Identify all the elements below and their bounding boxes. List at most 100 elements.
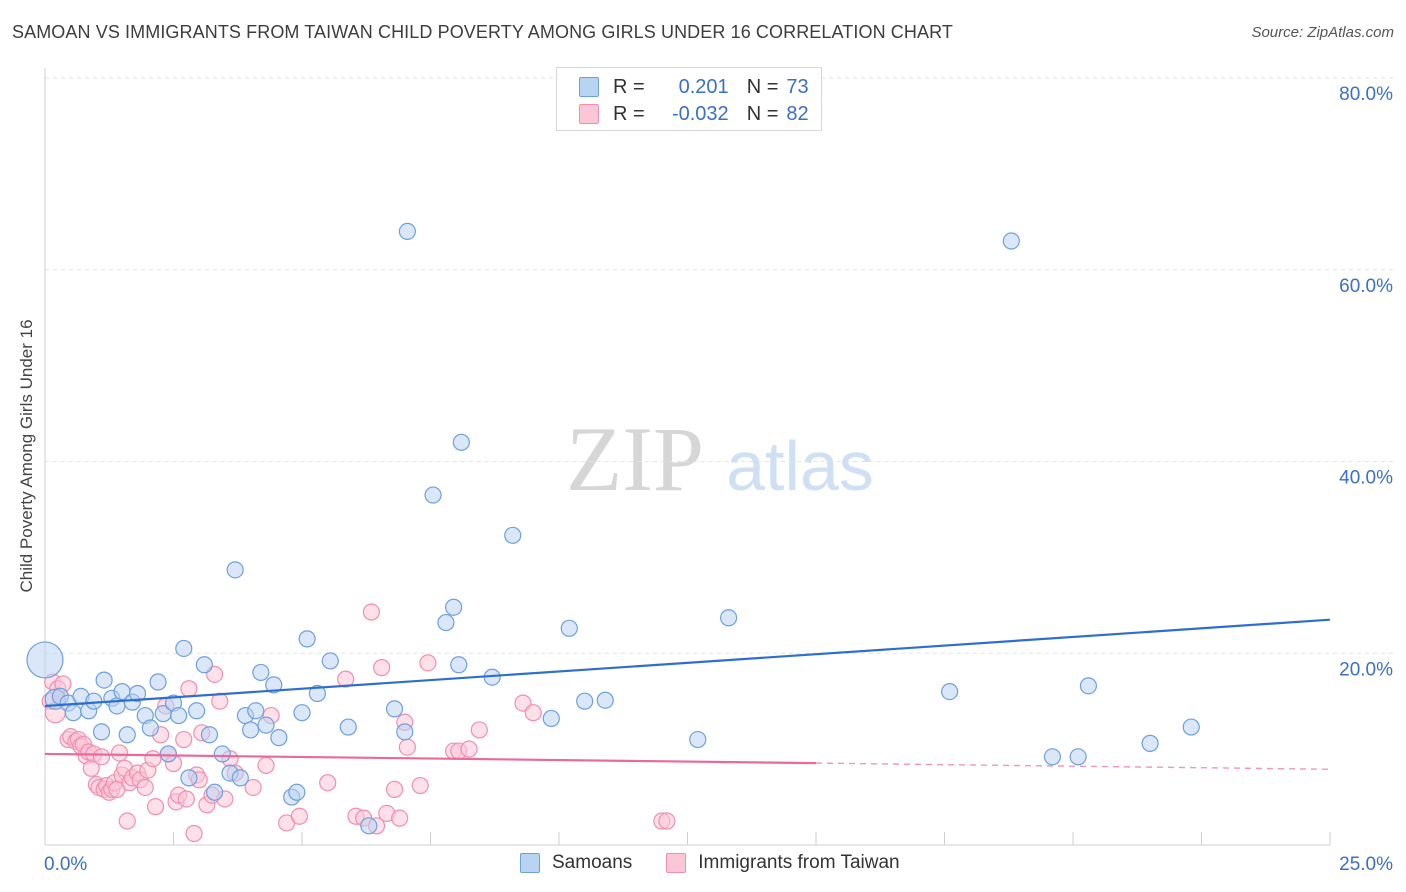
axes xyxy=(44,68,1331,846)
y-tick-label: 80.0% xyxy=(1339,84,1393,105)
data-point xyxy=(1079,677,1098,695)
data-point xyxy=(144,750,162,768)
data-point xyxy=(288,783,306,801)
trend-line-taiwan-extrapolated xyxy=(815,762,1331,770)
data-point xyxy=(1043,748,1062,766)
samoans-n-value: 73 xyxy=(786,75,809,98)
data-point xyxy=(242,721,260,739)
data-point xyxy=(450,656,468,674)
data-point xyxy=(398,738,416,756)
legend-row-samoans: R = 0.201 N = 73 xyxy=(579,74,809,100)
data-point xyxy=(247,702,265,720)
data-point xyxy=(180,680,198,698)
data-point xyxy=(1141,734,1159,752)
data-point xyxy=(424,486,442,504)
data-point xyxy=(136,778,154,797)
y-tick-label: 40.0% xyxy=(1339,468,1393,489)
data-point xyxy=(391,809,409,827)
data-point xyxy=(118,812,136,830)
data-point xyxy=(64,704,82,722)
data-point xyxy=(265,676,283,694)
legend-item-samoans[interactable]: Samoans xyxy=(520,852,632,874)
taiwan-n-label: N = xyxy=(746,102,779,125)
data-point xyxy=(244,778,262,797)
data-point xyxy=(110,744,129,762)
data-point xyxy=(720,609,738,627)
data-point xyxy=(362,603,380,621)
data-point xyxy=(308,684,327,703)
data-point xyxy=(396,723,414,741)
data-point xyxy=(213,745,231,763)
x-tick-label: 25.0% xyxy=(1339,854,1393,875)
data-point xyxy=(360,817,378,835)
data-point xyxy=(542,709,560,728)
data-point xyxy=(293,704,311,722)
trend-lines xyxy=(44,618,1331,770)
taiwan-r-value: -0.032 xyxy=(671,102,729,125)
y-tick-label: 20.0% xyxy=(1339,659,1393,680)
data-point xyxy=(92,748,111,766)
data-point xyxy=(26,641,64,679)
data-point xyxy=(460,740,478,758)
samoans-swatch xyxy=(579,77,599,97)
samoans-r-value: 0.201 xyxy=(678,75,729,98)
taiwan-legend-swatch xyxy=(666,853,687,873)
data-point xyxy=(319,774,337,792)
legend-row-taiwan: R = -0.032 N = 82 xyxy=(579,101,809,127)
trend-line-samoans xyxy=(44,618,1331,708)
data-point xyxy=(437,613,455,632)
data-point xyxy=(146,798,165,816)
data-point xyxy=(339,718,357,736)
data-point xyxy=(385,700,404,718)
data-point xyxy=(170,706,188,725)
data-point xyxy=(321,652,339,670)
data-point xyxy=(270,729,288,747)
data-point xyxy=(252,663,270,682)
data-point xyxy=(373,659,391,677)
data-point xyxy=(689,730,707,749)
data-point xyxy=(445,598,463,616)
samoans-r-label: R = xyxy=(613,75,645,98)
taiwan-r-label: R = xyxy=(613,102,645,125)
data-point xyxy=(1069,748,1087,766)
data-point xyxy=(175,730,193,749)
taiwan-n-value: 82 xyxy=(786,102,809,125)
x-tick-label: 0.0% xyxy=(44,854,87,875)
data-point xyxy=(337,670,355,688)
data-point xyxy=(398,222,416,240)
data-point xyxy=(128,684,147,703)
data-point xyxy=(149,673,167,691)
data-point xyxy=(560,619,578,637)
taiwan-legend-label: Immigrants from Taiwan xyxy=(698,852,900,873)
data-point xyxy=(195,656,213,674)
source-label: Source: ZipAtlas.com xyxy=(1251,24,1394,41)
data-point xyxy=(1002,232,1020,250)
data-point xyxy=(257,716,275,734)
data-point xyxy=(159,745,177,763)
watermark-atlas: atlas xyxy=(726,427,874,505)
data-point xyxy=(576,692,594,710)
data-point xyxy=(188,702,206,720)
chart-title: SAMOAN VS IMMIGRANTS FROM TAIWAN CHILD P… xyxy=(12,22,953,42)
data-point xyxy=(95,671,113,689)
data-point xyxy=(1182,718,1200,736)
data-point xyxy=(180,769,198,787)
data-point xyxy=(257,756,275,775)
data-point xyxy=(226,561,244,579)
legend-item-taiwan[interactable]: Immigrants from Taiwan xyxy=(666,852,900,874)
correlation-legend: R = 0.201 N = 73 R = -0.032 N = 82 xyxy=(556,67,822,131)
data-point xyxy=(92,723,111,741)
watermark-zip: ZIP xyxy=(566,408,704,510)
data-point xyxy=(175,639,193,658)
samoans-legend-label: Samoans xyxy=(552,852,633,873)
watermark: ZIP atlas xyxy=(566,408,874,510)
data-point xyxy=(290,807,309,825)
grid-lines xyxy=(45,77,1395,654)
tick-labels: 20.0% 40.0% 60.0% 80.0% 0.0% 25.0% xyxy=(44,84,1393,875)
samoans-points xyxy=(26,222,1200,835)
data-point xyxy=(941,682,959,701)
data-point xyxy=(118,726,136,744)
taiwan-swatch xyxy=(579,104,599,124)
data-point xyxy=(200,726,219,744)
